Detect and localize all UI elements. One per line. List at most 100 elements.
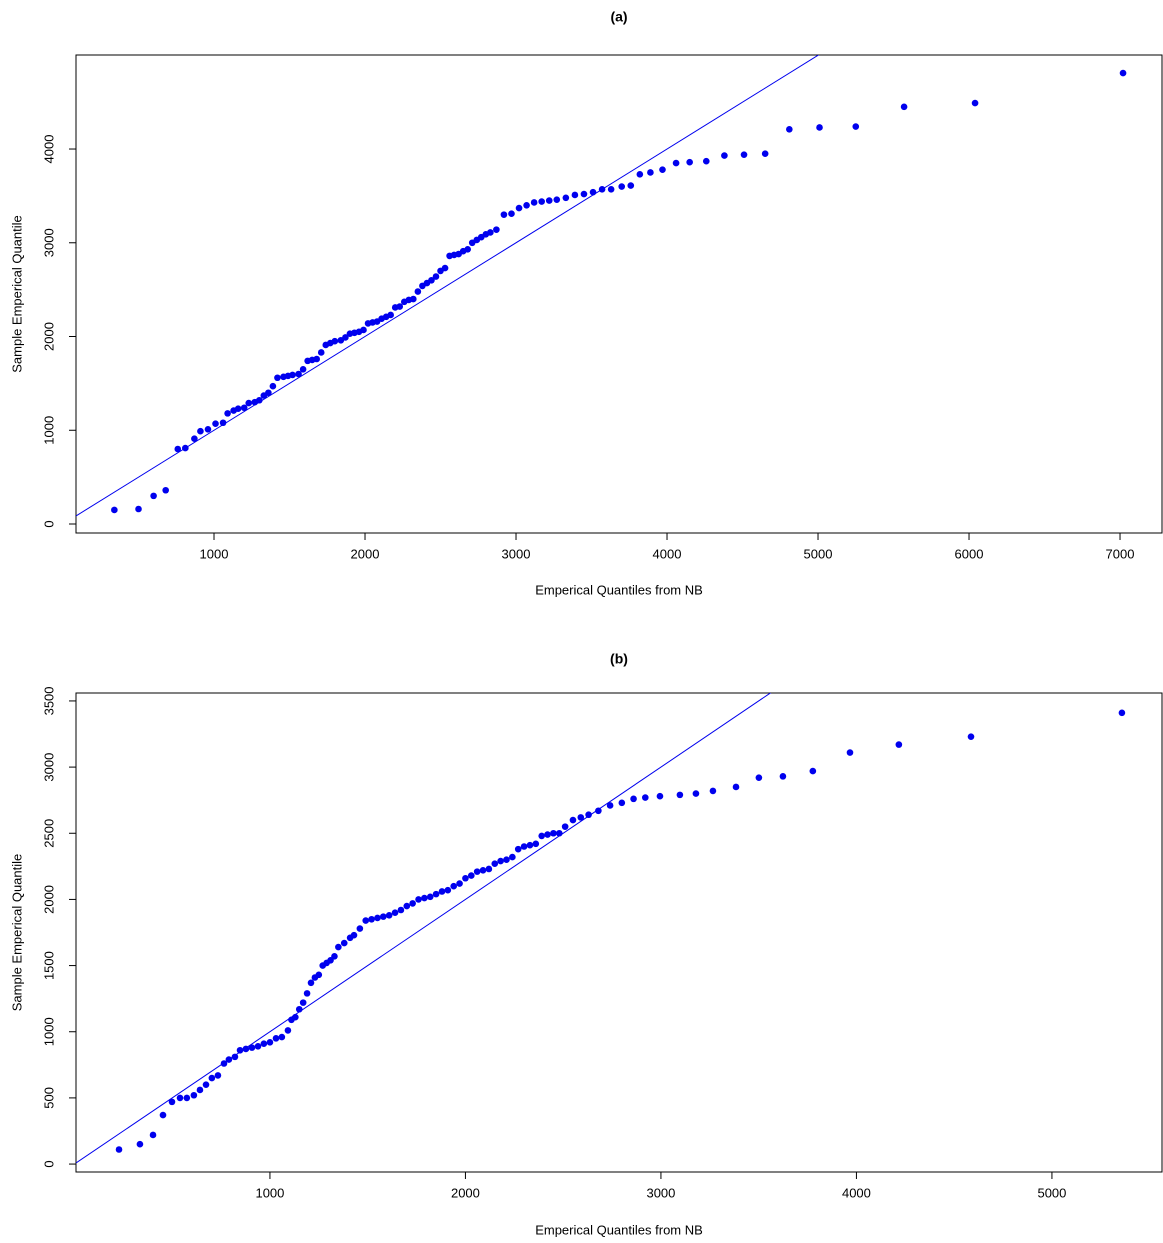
y-tick-label: 3000	[41, 753, 56, 782]
data-point	[317, 349, 325, 356]
data-point	[136, 1140, 144, 1148]
data-point	[538, 198, 545, 205]
data-point	[396, 303, 404, 310]
data-point	[176, 1094, 184, 1102]
data-point	[391, 909, 399, 916]
data-point	[266, 1039, 274, 1046]
data-point	[159, 1111, 167, 1119]
data-point	[385, 911, 393, 919]
data-point	[299, 366, 307, 373]
plot-panel: (b) Emperical Quantiles from NB Sample Emp…	[9, 651, 1163, 1237]
data-point	[168, 1098, 176, 1106]
data-point	[197, 427, 204, 435]
data-point	[641, 794, 649, 801]
data-point	[284, 1027, 292, 1034]
data-point	[538, 832, 545, 840]
data-point	[225, 1056, 233, 1063]
data-point	[190, 1091, 198, 1099]
data-point	[214, 1072, 222, 1079]
data-point	[562, 194, 570, 202]
data-point	[265, 389, 272, 397]
data-point	[508, 210, 515, 218]
data-point	[149, 1131, 157, 1139]
data-point	[544, 831, 551, 838]
data-point	[220, 1060, 228, 1067]
y-tick-label: 4000	[41, 135, 56, 164]
data-point	[409, 900, 416, 907]
data-point	[421, 894, 428, 902]
data-point	[485, 865, 493, 873]
data-point	[219, 419, 227, 427]
data-point	[456, 880, 463, 887]
data-point	[208, 1074, 216, 1082]
data-point	[846, 749, 854, 756]
y-axis-label: Sample Emperical Quantile	[9, 215, 24, 373]
data-point	[150, 492, 157, 500]
data-point	[278, 1033, 286, 1041]
data-point	[555, 829, 563, 837]
y-tick-label: 3000	[41, 228, 56, 257]
y-axis-label: Sample Emperical Quantile	[9, 854, 24, 1012]
data-point	[342, 334, 349, 341]
x-tick-label: 5000	[804, 546, 833, 561]
data-point	[779, 773, 787, 780]
data-point	[491, 860, 499, 867]
data-point	[295, 370, 302, 378]
data-point	[260, 1040, 268, 1047]
data-point	[236, 1046, 244, 1054]
data-point	[509, 853, 516, 861]
data-point	[183, 1094, 191, 1102]
y-tick-label: 2000	[41, 322, 56, 351]
y-tick-label: 3500	[41, 686, 56, 715]
data-point	[595, 807, 602, 815]
data-point	[462, 874, 469, 882]
data-point	[553, 196, 561, 203]
plot-frame	[75, 692, 1163, 1173]
data-point	[335, 943, 342, 951]
data-point	[274, 374, 281, 382]
data-point	[672, 159, 680, 167]
y-tick-label: 0	[41, 520, 56, 527]
data-point	[245, 399, 253, 407]
x-axis-label: Emperical Quantiles from NB	[535, 1222, 703, 1237]
data-point	[967, 733, 975, 740]
data-point	[356, 925, 364, 932]
data-point	[360, 326, 367, 334]
data-point	[497, 857, 504, 865]
data-point	[174, 445, 182, 453]
data-point	[444, 886, 452, 894]
data-point	[895, 741, 903, 748]
data-point	[303, 990, 311, 997]
data-point	[432, 890, 440, 898]
x-tick-label: 3000	[646, 1185, 675, 1200]
x-tick-label: 2000	[351, 546, 380, 561]
chart-title: (a)	[610, 9, 627, 25]
data-point	[340, 939, 348, 947]
data-point	[315, 971, 323, 979]
y-tick-label: 1000	[41, 416, 56, 445]
data-point	[397, 906, 405, 914]
data-point	[307, 979, 315, 987]
data-point	[493, 226, 500, 233]
data-point	[450, 882, 458, 890]
data-point	[589, 188, 597, 196]
y-tick-label: 500	[41, 1087, 56, 1109]
data-point	[702, 157, 710, 165]
data-point	[289, 371, 296, 379]
data-point	[269, 382, 277, 390]
data-point	[368, 915, 375, 923]
x-tick-label: 1000	[200, 546, 229, 561]
data-point	[515, 204, 523, 212]
data-point	[520, 843, 528, 850]
data-point	[331, 337, 339, 345]
x-tick-label: 6000	[955, 546, 984, 561]
data-point	[526, 841, 534, 849]
data-point	[212, 420, 219, 427]
data-point	[162, 486, 169, 494]
data-point	[761, 150, 769, 158]
data-point	[809, 767, 817, 775]
data-point	[331, 953, 338, 960]
data-point	[569, 816, 577, 824]
reference-line	[76, 693, 772, 1164]
